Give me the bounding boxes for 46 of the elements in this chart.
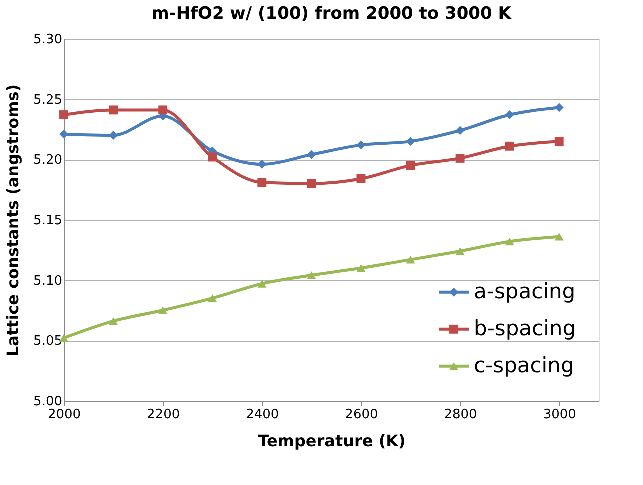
point [208,294,218,302]
point [406,161,416,170]
point [456,248,465,256]
x-tick-label: 2400 [246,408,280,422]
point [109,317,118,326]
point [505,110,514,120]
point [456,154,465,163]
y-tick-label: 5.00 [34,394,62,410]
point [258,280,267,288]
point [258,178,267,188]
y-axis-title: Lattice constants (angstroms) [4,84,23,357]
legend-label: a-spacing [474,279,576,304]
y-tick-label: 5.05 [34,334,62,350]
point [109,106,118,115]
point [208,152,218,162]
x-tick-label: 3000 [543,408,576,422]
point [307,272,316,280]
x-axis-title: Temperature (K) [258,432,406,450]
y-tick-label: 5.30 [34,32,62,48]
point [554,233,564,241]
y-tick-label: 5.10 [34,274,62,289]
legend-label: b-spacing [474,316,576,340]
point [554,137,564,146]
point [356,174,366,184]
point [505,142,514,151]
legend-label: c-spacing [474,353,574,378]
point [307,179,316,188]
point [307,150,316,160]
y-tick-label: 5.15 [34,214,62,228]
point [158,106,168,115]
point [505,238,514,246]
x-tick-label: 2800 [444,408,478,422]
point [356,140,366,150]
point [554,103,564,112]
point [406,256,416,264]
point [406,137,416,146]
chart-title: m-HfO2 w/ (100) from 2000 to 3000 K [152,4,512,24]
y-tick-label: 5.25 [34,92,62,108]
x-tick-label: 2000 [48,408,82,422]
x-tick-label: 2200 [147,408,180,422]
point [356,264,366,272]
point [158,306,168,314]
x-tick-label: 2600 [345,408,378,422]
point [60,110,68,120]
y-tick-label: 5.20 [34,153,62,168]
point [456,126,465,136]
